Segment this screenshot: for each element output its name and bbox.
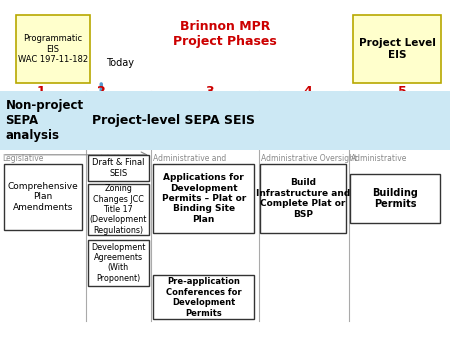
Text: Non-project
SEPA
analysis: Non-project SEPA analysis <box>5 99 84 142</box>
Text: Building
Permits: Building Permits <box>372 188 418 209</box>
Text: Administrative and
Quasi-judicial: Administrative and Quasi-judicial <box>153 154 226 173</box>
Text: Development
Agreements
(With
Proponent): Development Agreements (With Proponent) <box>91 243 145 283</box>
Text: Draft & Final
SEIS: Draft & Final SEIS <box>92 159 144 178</box>
Text: 4: 4 <box>304 85 313 98</box>
Text: 5: 5 <box>398 85 407 98</box>
Text: 3: 3 <box>205 85 214 98</box>
Bar <box>88 155 148 181</box>
Text: Applications for
Development
Permits – Plat or
Binding Site
Plan: Applications for Development Permits – P… <box>162 173 246 224</box>
Text: Comprehensive
Plan
Amendments: Comprehensive Plan Amendments <box>8 182 78 212</box>
Bar <box>86 91 450 150</box>
Text: Build
Infrastructure and
Complete Plat or
BSP: Build Infrastructure and Complete Plat o… <box>256 178 350 219</box>
Bar <box>153 275 254 319</box>
Text: Programmatic
EIS
WAC 197-11-182: Programmatic EIS WAC 197-11-182 <box>18 34 88 64</box>
Text: Administrative Oversight
(with Legislative on
Consent Agenda): Administrative Oversight (with Legislati… <box>261 154 357 184</box>
Text: Project-level SEPA SEIS: Project-level SEPA SEIS <box>92 114 255 127</box>
FancyBboxPatch shape <box>16 15 90 83</box>
Bar <box>0 91 86 150</box>
Bar <box>260 164 346 233</box>
Bar <box>350 174 440 223</box>
Text: Today: Today <box>106 57 134 68</box>
Bar <box>4 164 82 230</box>
Text: Legislative: Legislative <box>2 154 44 163</box>
Text: 1: 1 <box>36 85 45 98</box>
Bar <box>88 240 148 286</box>
Text: Pre-application
Conferences for
Development
Permits: Pre-application Conferences for Developm… <box>166 277 242 317</box>
Text: 2: 2 <box>97 85 106 98</box>
Bar <box>153 164 254 233</box>
Text: Brinnon MPR
Project Phases: Brinnon MPR Project Phases <box>173 20 277 48</box>
Bar <box>88 184 148 235</box>
Text: Administrative: Administrative <box>351 154 407 163</box>
Text: Legislative: Legislative <box>88 154 129 163</box>
FancyBboxPatch shape <box>353 15 441 83</box>
Text: Zoning
Changes JCC
Title 17
(Development
Regulations): Zoning Changes JCC Title 17 (Development… <box>90 184 147 235</box>
Text: Project Level
EIS: Project Level EIS <box>359 38 436 60</box>
